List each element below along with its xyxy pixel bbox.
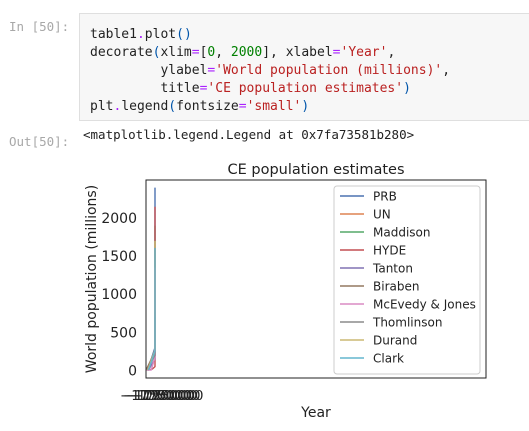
legend-label: Tanton <box>372 262 413 276</box>
series-lines <box>145 187 156 371</box>
y-tick-label: 1000 <box>101 287 137 303</box>
y-tick-label: 0 <box>128 363 137 379</box>
x-tick-label: −1750000 <box>126 388 197 404</box>
output-text: <matplotlib.legend.Legend at 0x7fa73581b… <box>83 127 415 142</box>
y-axis-ticks: 0 500 1000 1500 2000 <box>101 211 137 379</box>
code-editor[interactable]: table1.plot() decorate(xlim=[0, 2000], x… <box>90 27 451 114</box>
series-line <box>147 187 156 371</box>
legend: PRB UN Maddison HYDE Tanton Biraben McEvedy & … <box>333 185 481 375</box>
legend-label: HYDE <box>373 244 406 258</box>
y-tick-label: 1500 <box>101 249 137 265</box>
legend-label: Clark <box>373 352 404 366</box>
x-axis-label: Year <box>300 405 331 421</box>
legend-label: Maddison <box>373 226 430 240</box>
legend-label: Thomlinson <box>372 316 442 330</box>
output-prompt: Out[50]: <box>9 134 70 149</box>
x-tick-label: −1750000 <box>132 388 203 404</box>
y-tick-label: 2000 <box>101 211 137 227</box>
y-axis-label: World population (millions) <box>84 185 100 373</box>
legend-label: McEvedy & Jones <box>373 298 476 312</box>
legend-label: PRB <box>373 190 397 204</box>
x-tick-label: −1750000 <box>123 388 194 404</box>
series-line <box>147 206 156 371</box>
x-axis-ticks: −1750000−1750000−1750000−1750000−1750000 <box>120 388 203 404</box>
legend-label: Biraben <box>373 280 419 294</box>
axes-frame <box>145 179 487 379</box>
code-cell[interactable]: table1.plot() decorate(xlim=[0, 2000], x… <box>79 13 529 121</box>
y-tick-label: 500 <box>110 325 137 341</box>
chart-title: CE population estimates <box>227 162 404 178</box>
plot-figure: 0 500 1000 1500 2000 −1750000−1750000−175000… <box>84 162 487 421</box>
legend-label: UN <box>373 208 391 222</box>
input-prompt: In [50]: <box>9 19 70 34</box>
x-tick-label: −1750000 <box>129 388 200 404</box>
legend-box <box>333 185 481 375</box>
legend-label: Durand <box>373 334 417 348</box>
series-line <box>147 247 156 371</box>
x-tick-label: −1750000 <box>120 388 191 404</box>
